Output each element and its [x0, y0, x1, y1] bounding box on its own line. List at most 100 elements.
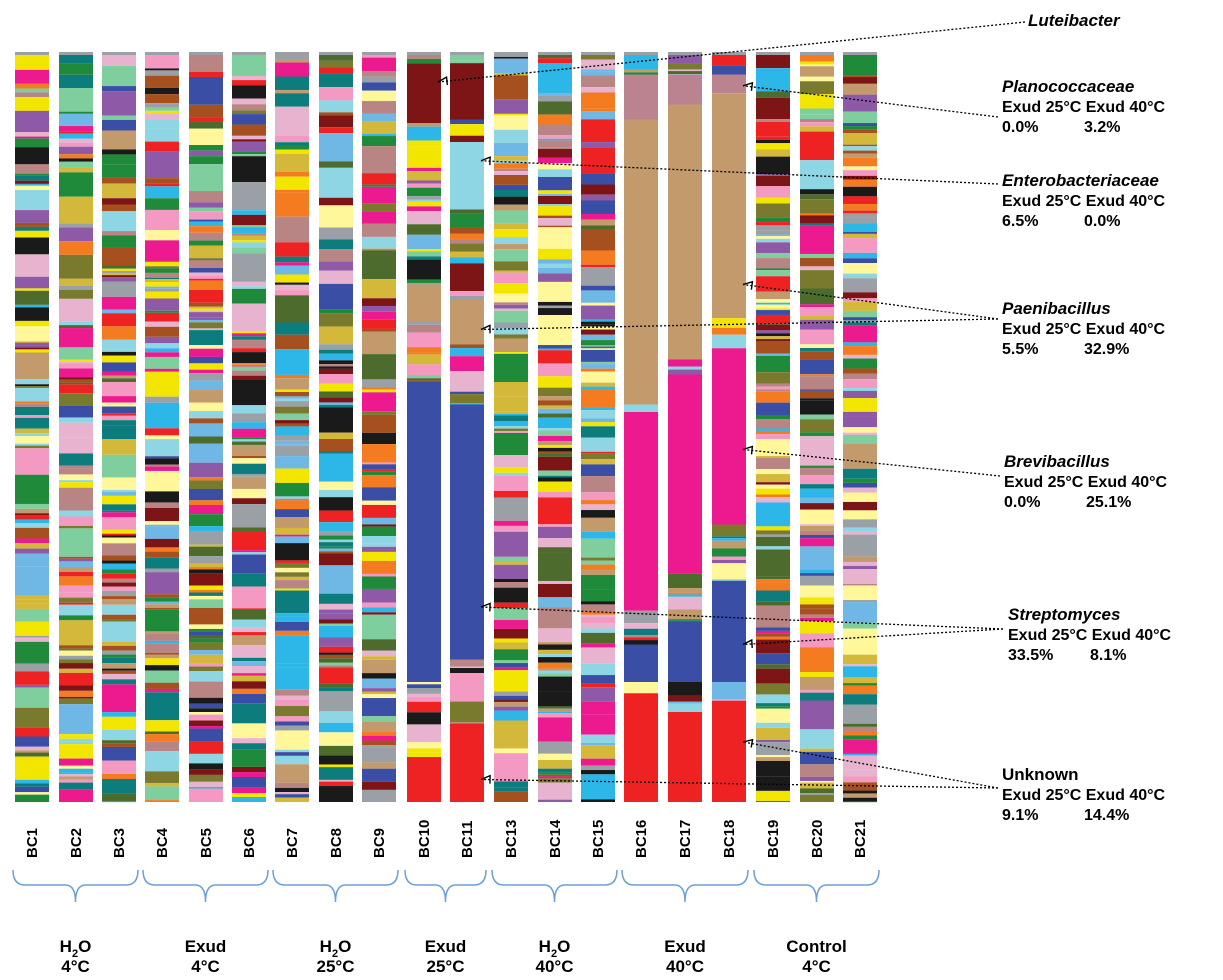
segment	[275, 752, 309, 756]
segment	[538, 345, 572, 349]
segment	[538, 101, 572, 115]
segment	[800, 729, 834, 749]
segment	[581, 340, 615, 343]
segment	[145, 110, 179, 114]
segment	[15, 523, 49, 528]
segment	[362, 392, 396, 412]
bar-bc2	[59, 52, 93, 802]
segment	[102, 362, 136, 372]
segment	[145, 741, 179, 752]
segment	[102, 729, 136, 741]
segment	[843, 622, 877, 629]
bar-bc3	[102, 52, 136, 803]
segment	[538, 400, 572, 406]
segment	[189, 556, 223, 564]
segment	[756, 402, 790, 416]
sample-label-bc9: BC9	[371, 828, 388, 858]
segment-unknown	[450, 723, 484, 802]
segment-paenibacillus	[450, 299, 484, 345]
segment	[800, 319, 834, 330]
segment	[362, 612, 396, 615]
segment	[145, 731, 179, 735]
segment	[800, 550, 834, 570]
segment	[450, 666, 484, 669]
segment	[756, 186, 790, 195]
segment	[450, 344, 484, 349]
segment	[145, 665, 179, 671]
segment	[145, 178, 179, 184]
segment	[102, 668, 136, 671]
segment	[538, 218, 572, 226]
segment	[538, 691, 572, 707]
segment	[275, 413, 309, 421]
segment	[319, 239, 353, 250]
annotation-taxon: Paenibacillus	[1002, 299, 1111, 318]
segment	[102, 309, 136, 314]
segment	[843, 600, 877, 603]
segment	[800, 621, 834, 634]
segment	[319, 366, 353, 369]
segment	[362, 57, 396, 71]
segment	[15, 599, 49, 604]
segment	[15, 503, 49, 509]
segment	[102, 604, 136, 615]
segment	[407, 752, 441, 757]
segment	[275, 406, 309, 414]
segment	[15, 566, 49, 596]
segment	[145, 631, 179, 634]
segment	[102, 65, 136, 87]
segment	[494, 113, 528, 116]
segment	[668, 52, 702, 55]
segment	[362, 113, 396, 122]
segment	[407, 146, 441, 168]
segment	[538, 776, 572, 779]
segment	[362, 526, 396, 537]
segment	[275, 290, 309, 296]
sample-labels-layer: BC1 BC2 BC3 BC4 BC5 BC6 BC7 BC8 BC9 BC10 BC11 BC13 B…	[24, 819, 869, 858]
segment	[275, 730, 309, 750]
segment	[319, 658, 353, 663]
segment	[800, 118, 834, 123]
segment	[756, 526, 790, 531]
segment	[189, 150, 223, 157]
segment	[145, 538, 179, 548]
segment	[145, 261, 179, 267]
segment	[538, 475, 572, 478]
segment	[581, 418, 615, 423]
segment	[319, 542, 353, 547]
segment	[800, 475, 834, 485]
bar-bc8	[319, 52, 353, 802]
segment	[494, 210, 528, 224]
segment	[538, 491, 572, 498]
segment	[407, 354, 441, 365]
segment	[189, 514, 223, 527]
segment	[59, 52, 93, 55]
segment	[59, 325, 93, 329]
segment	[362, 517, 396, 525]
segment	[59, 758, 93, 766]
segment	[15, 97, 49, 111]
segment	[843, 527, 877, 532]
segment	[843, 427, 877, 433]
segment	[800, 614, 834, 618]
segment	[494, 791, 528, 802]
segment	[756, 755, 790, 758]
group-label-main: Exud	[425, 937, 467, 956]
segment	[275, 401, 309, 407]
annotation-header: Exud 25°C Exud 40°C	[1002, 99, 1166, 116]
segment-unknown	[712, 700, 746, 802]
segment	[538, 376, 572, 388]
segment	[15, 621, 49, 636]
segment	[59, 111, 93, 114]
segment	[102, 119, 136, 131]
segment	[232, 249, 266, 254]
segment	[59, 480, 93, 483]
segment	[581, 290, 615, 303]
segment	[59, 779, 93, 783]
segment	[232, 235, 266, 241]
segment	[843, 273, 877, 279]
segment	[319, 397, 353, 403]
segment	[581, 75, 615, 88]
segment	[189, 546, 223, 557]
segment	[756, 502, 790, 527]
